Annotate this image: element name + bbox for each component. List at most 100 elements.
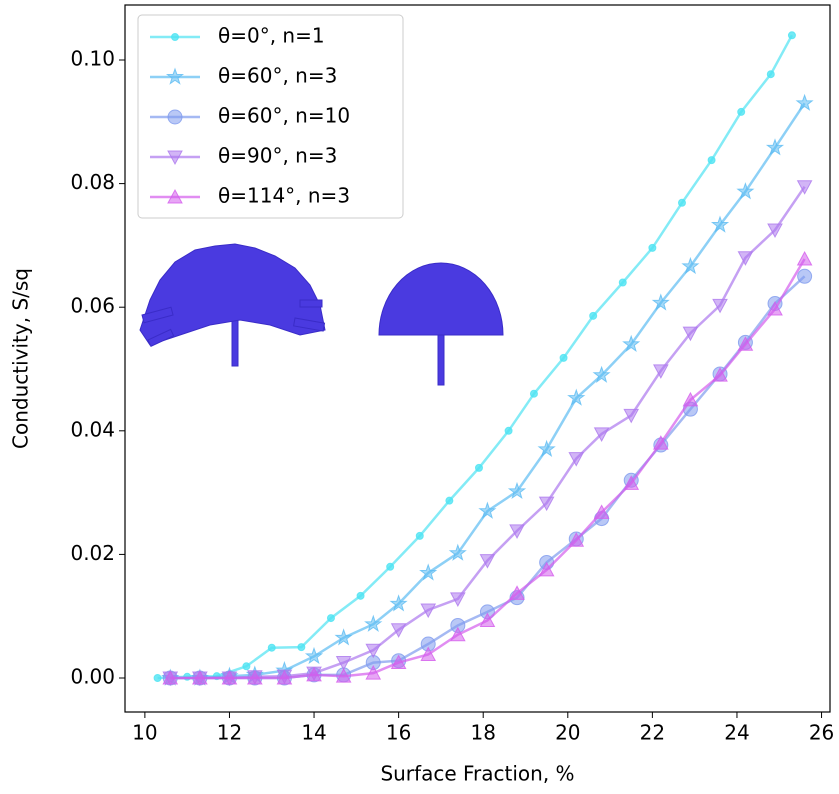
marker xyxy=(710,215,730,233)
marker xyxy=(276,669,293,685)
legend-marker xyxy=(167,188,183,204)
marker xyxy=(796,250,813,266)
marker xyxy=(767,223,783,239)
marker xyxy=(796,180,813,195)
marker xyxy=(592,365,611,383)
x-tick-label: 12 xyxy=(217,721,242,745)
x-tick-label: 16 xyxy=(386,721,411,745)
marker xyxy=(681,256,700,275)
marker xyxy=(682,326,699,342)
legend-label: θ=60°, n=3 xyxy=(218,64,337,88)
marker xyxy=(390,654,407,670)
marker xyxy=(529,389,538,398)
y-axis-label: Conductivity, S/sq xyxy=(9,268,33,449)
marker xyxy=(335,656,352,671)
marker xyxy=(707,156,716,165)
marker xyxy=(474,463,483,472)
marker xyxy=(766,70,775,79)
marker xyxy=(589,311,598,320)
legend-marker xyxy=(165,67,185,85)
marker xyxy=(767,301,783,316)
marker xyxy=(737,107,746,116)
marker xyxy=(448,543,467,561)
legend-label: θ=60°, n=10 xyxy=(218,104,350,128)
marker xyxy=(478,501,497,519)
legend-label: θ=0°, n=1 xyxy=(218,24,325,48)
marker xyxy=(507,481,527,500)
marker xyxy=(568,532,585,547)
x-tick-label: 14 xyxy=(301,721,326,745)
marker xyxy=(334,628,353,646)
x-tick-label: 20 xyxy=(555,721,580,745)
marker xyxy=(538,561,555,577)
marker xyxy=(623,408,640,424)
marker xyxy=(652,364,669,379)
legend: θ=0°, n=1 θ=60°, n=3 θ=60°, n=10 θ=90°, n=3… xyxy=(137,14,404,219)
marker xyxy=(221,669,238,685)
y-tick-label: 0.02 xyxy=(70,541,115,565)
marker xyxy=(737,336,754,351)
marker xyxy=(593,427,610,442)
y-tick-label: 0.10 xyxy=(70,47,115,71)
y-tick-label: 0.06 xyxy=(70,294,115,318)
x-tick-label: 26 xyxy=(809,721,834,745)
marker xyxy=(787,31,796,40)
marker xyxy=(242,662,251,671)
tree-illustration xyxy=(139,243,504,386)
legend-marker xyxy=(167,109,183,125)
marker xyxy=(479,554,496,569)
marker xyxy=(648,243,657,252)
marker xyxy=(356,591,365,600)
legend-label: θ=90°, n=3 xyxy=(218,144,337,168)
legend-marker xyxy=(171,33,179,41)
marker xyxy=(365,643,382,659)
marker xyxy=(797,268,813,284)
x-tick-label: 24 xyxy=(724,721,749,745)
marker xyxy=(509,585,525,600)
marker xyxy=(153,674,162,683)
marker xyxy=(335,668,352,683)
marker xyxy=(192,669,208,685)
marker xyxy=(420,646,437,662)
marker xyxy=(419,563,438,581)
marker xyxy=(712,298,728,314)
y-tick-label: 0.08 xyxy=(70,170,115,194)
marker xyxy=(326,614,335,623)
marker xyxy=(538,496,555,512)
marker xyxy=(386,562,395,571)
marker xyxy=(622,334,641,353)
marker xyxy=(737,251,754,266)
marker xyxy=(651,293,670,311)
marker xyxy=(618,278,627,287)
marker xyxy=(390,623,407,638)
marker xyxy=(568,452,585,467)
marker xyxy=(652,435,669,450)
marker xyxy=(449,626,466,642)
legend-marker xyxy=(167,150,183,166)
marker xyxy=(567,388,586,406)
marker xyxy=(306,666,322,682)
marker xyxy=(559,353,568,362)
legend-label: θ=114°, n=3 xyxy=(218,184,350,208)
marker xyxy=(415,531,424,540)
marker xyxy=(420,603,437,619)
marker xyxy=(795,93,814,111)
marker xyxy=(504,426,513,435)
marker xyxy=(712,367,728,382)
legend-box xyxy=(137,14,404,219)
marker xyxy=(364,614,383,632)
y-tick-label: 0.04 xyxy=(70,417,115,441)
x-tick-label: 22 xyxy=(640,721,665,745)
marker xyxy=(479,612,496,628)
marker xyxy=(389,594,408,612)
x-axis-label: Surface Fraction, % xyxy=(380,762,574,786)
marker xyxy=(682,391,699,407)
marker xyxy=(509,524,525,539)
marker xyxy=(297,643,306,652)
x-tick-label: 18 xyxy=(470,721,495,745)
marker xyxy=(765,138,785,156)
marker xyxy=(304,646,324,665)
marker xyxy=(445,496,454,505)
marker xyxy=(267,643,276,652)
